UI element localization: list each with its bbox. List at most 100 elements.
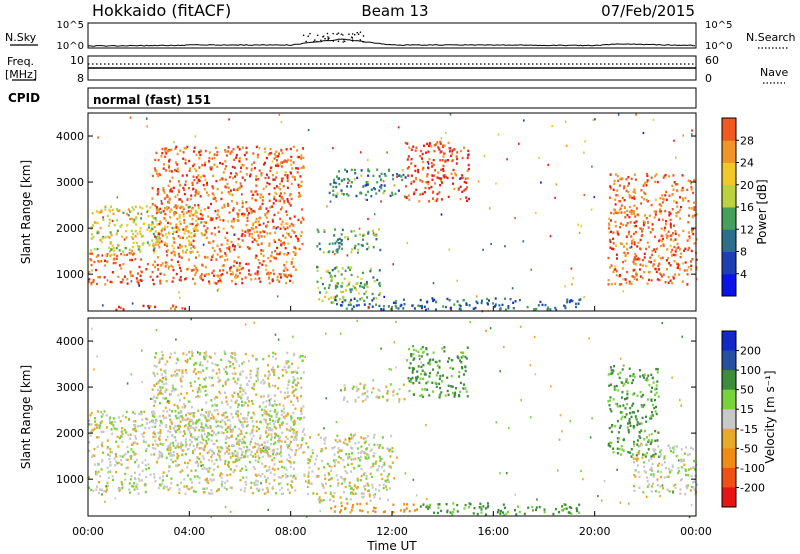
velocity-cell — [291, 362, 293, 366]
velocity-cell — [177, 394, 180, 397]
power-cell — [444, 173, 446, 177]
power-cell — [265, 207, 268, 210]
power-cell — [261, 230, 264, 233]
power-cell — [616, 257, 618, 260]
power-cell — [290, 275, 293, 278]
power-cell — [259, 280, 262, 283]
velocity-cell — [257, 473, 260, 476]
power-noise — [580, 225, 582, 228]
velocity-cell — [455, 387, 457, 390]
power-cell — [177, 252, 180, 256]
velocity-cell — [237, 440, 240, 444]
power-cell — [349, 288, 352, 291]
velocity-cell — [261, 488, 264, 491]
velocity-cell — [239, 390, 242, 393]
power-cell — [392, 301, 395, 304]
power-cell — [330, 279, 333, 282]
velocity-cell — [229, 406, 232, 409]
power-cell — [429, 142, 431, 145]
power-cell — [197, 204, 200, 207]
power-noise — [682, 134, 684, 137]
power-cell — [650, 176, 653, 179]
power-cell — [334, 181, 337, 185]
velocity-cell — [658, 490, 661, 494]
power-cell — [226, 242, 229, 246]
power-cell — [191, 183, 194, 186]
velocity-cell — [197, 370, 200, 374]
power-cell — [658, 268, 660, 271]
power-cell — [190, 208, 193, 211]
power-cell — [673, 260, 676, 263]
power-cell — [664, 281, 667, 284]
power-cell — [383, 172, 386, 176]
power-cell — [361, 244, 364, 247]
power-cell — [627, 190, 630, 194]
velocity-cell — [156, 372, 159, 375]
velocity-cell — [288, 453, 291, 457]
velocity-cell — [190, 469, 193, 472]
power-noise — [630, 245, 633, 248]
velocity-cell — [421, 369, 424, 372]
power-cell — [657, 254, 660, 258]
power-cell — [296, 155, 299, 159]
velocity-cell — [196, 475, 199, 478]
power-cell — [635, 207, 638, 210]
power-cell — [167, 184, 170, 187]
power-cell — [104, 283, 107, 286]
power-cell — [151, 227, 154, 230]
velocity-cell — [268, 382, 270, 386]
power-cell — [100, 260, 103, 263]
power-cell — [122, 308, 125, 311]
power-cell — [619, 200, 622, 203]
power-cell — [241, 201, 244, 205]
power-cell — [372, 297, 375, 300]
velocity-cell — [127, 450, 130, 454]
velocity-cell — [293, 438, 296, 441]
velocity-cell — [225, 366, 228, 369]
velocity-cell — [139, 424, 142, 428]
power-cell — [172, 186, 175, 189]
velocity-cell — [174, 446, 177, 450]
velocity-cell — [183, 478, 186, 481]
power-cell — [189, 197, 192, 201]
velocity-cell — [292, 430, 295, 433]
velocity-cell — [218, 455, 221, 458]
power-cell — [633, 197, 636, 200]
power-cell — [232, 207, 235, 210]
power-cell — [145, 205, 148, 208]
power-cell — [337, 241, 340, 245]
power-cell — [350, 273, 353, 277]
velocity-cell — [410, 353, 413, 356]
power-cell — [292, 224, 295, 227]
velocity-cell — [657, 445, 660, 448]
power-cell — [433, 144, 436, 147]
velocity-cell — [557, 510, 560, 514]
power-cell — [167, 200, 169, 204]
power-frame — [87, 112, 697, 312]
velocity-cell — [438, 382, 441, 386]
velocity-cell — [634, 475, 637, 478]
power-cell — [112, 212, 115, 216]
power-cell — [353, 229, 356, 233]
power-cell — [241, 229, 244, 232]
power-cell — [130, 236, 133, 239]
velocity-cell — [291, 391, 294, 394]
velocity-cell — [189, 357, 192, 360]
power-cell — [226, 231, 229, 235]
power-cell — [283, 201, 286, 204]
power-cell — [331, 275, 334, 279]
power-cell — [208, 151, 211, 154]
power-cell — [104, 259, 106, 262]
velocity-cell — [280, 460, 283, 463]
velocity-cell — [135, 429, 138, 433]
power-cell — [121, 278, 124, 281]
velocity-cell — [292, 476, 295, 479]
velocity-cell — [128, 491, 131, 494]
power-cell — [687, 221, 690, 224]
power-cell — [212, 274, 215, 277]
velocity-cell — [452, 508, 455, 511]
power-cell — [288, 234, 290, 237]
power-cell — [676, 205, 679, 208]
power-cell — [340, 243, 343, 246]
velocity-cell — [621, 368, 624, 371]
